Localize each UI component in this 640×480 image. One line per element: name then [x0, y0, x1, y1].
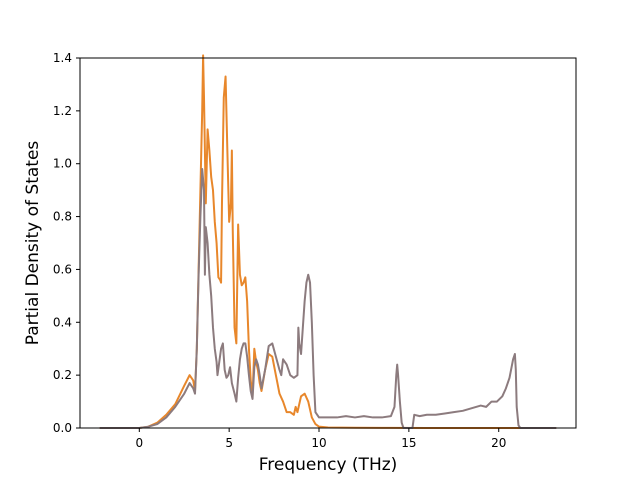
- plot-background: [80, 58, 576, 428]
- x-ticks: 0 5 10 15 20: [135, 428, 506, 450]
- y-tick-label: 1.2: [53, 104, 72, 118]
- y-tick-label: 0.2: [53, 368, 72, 382]
- x-tick-label: 0: [135, 436, 143, 450]
- y-tick-label: 1.4: [53, 51, 72, 65]
- y-tick-label: 0.6: [53, 262, 72, 276]
- y-tick-label: 0.0: [53, 421, 72, 435]
- y-tick-label: 0.4: [53, 315, 72, 329]
- y-axis-title: Partial Density of States: [23, 141, 43, 346]
- x-tick-label: 5: [225, 436, 233, 450]
- series-line-1: [99, 54, 557, 429]
- x-tick-label: 15: [401, 436, 416, 450]
- y-tick-label: 0.8: [53, 210, 72, 224]
- y-tick-label: 1.0: [53, 157, 72, 171]
- x-axis-title: Frequency (THz): [259, 455, 398, 475]
- x-tick-label: 20: [491, 436, 506, 450]
- y-ticks: 0.0 0.2 0.4 0.6 0.8 1.0 1.2 1.4: [53, 51, 80, 435]
- series-line-2: [99, 168, 557, 429]
- plot-frame: [79, 57, 577, 429]
- series-layer: [99, 54, 557, 429]
- x-tick-label: 10: [311, 436, 326, 450]
